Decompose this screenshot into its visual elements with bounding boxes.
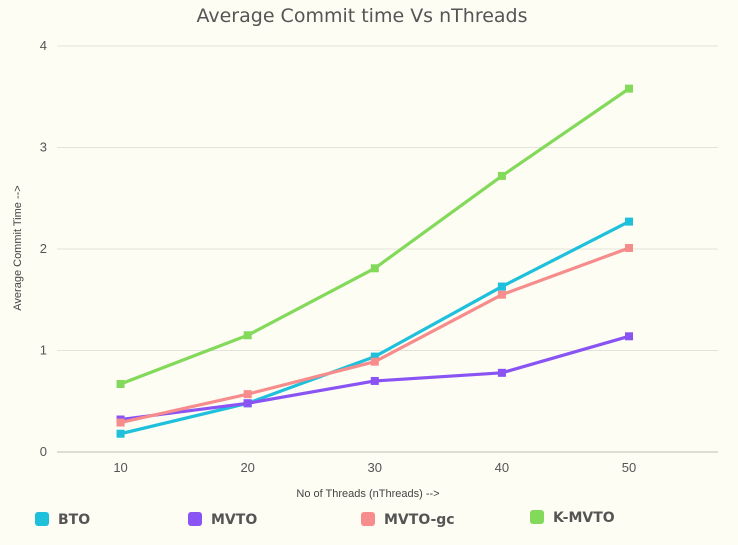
data-point: [116, 418, 125, 427]
y-tick-label: 4: [40, 38, 47, 53]
data-point: [497, 290, 506, 299]
data-point: [625, 243, 634, 252]
legend-item: BTO: [35, 512, 90, 528]
y-tick-label: 1: [40, 343, 47, 358]
series-mvto: [116, 332, 634, 424]
data-point: [625, 84, 634, 93]
series-lines: [116, 84, 634, 438]
series-mvto-gc: [116, 243, 634, 427]
chart-title: Average Commit time Vs nThreads: [196, 5, 527, 27]
data-point: [497, 171, 506, 180]
x-tick-label: 50: [622, 460, 636, 475]
legend: BTO MVTO MVTO-gc K-MVTO: [35, 510, 615, 528]
legend-swatch: [361, 512, 375, 526]
legend-label: BTO: [58, 512, 90, 528]
data-point: [116, 429, 125, 438]
legend-item: MVTO: [188, 512, 257, 528]
data-point: [243, 390, 252, 399]
data-point: [625, 332, 634, 341]
legend-item: K-MVTO: [530, 510, 615, 526]
y-tick-label: 3: [40, 140, 47, 155]
series-line: [118, 219, 631, 436]
data-point: [116, 379, 125, 388]
legend-swatch: [188, 512, 202, 526]
x-axis-label: No of Threads (nThreads) -->: [296, 488, 439, 500]
legend-swatch: [530, 510, 544, 524]
x-tick-label: 40: [495, 460, 509, 475]
legend-label: K-MVTO: [553, 510, 615, 526]
y-axis-label: Average Commit Time -->: [12, 185, 24, 310]
legend-label: MVTO-gc: [384, 512, 455, 528]
data-point: [497, 282, 506, 291]
data-point: [625, 217, 634, 226]
x-axis-ticks: 10 20 30 40 50: [113, 460, 636, 475]
series-k-mvto: [116, 84, 634, 388]
data-point: [370, 357, 379, 366]
data-point: [370, 376, 379, 385]
legend-label: MVTO: [211, 512, 257, 528]
y-tick-label: 0: [40, 444, 47, 459]
y-tick-label: 2: [40, 241, 47, 256]
data-point: [497, 368, 506, 377]
data-point: [370, 264, 379, 273]
series-line: [118, 246, 631, 425]
series-line: [118, 87, 631, 386]
y-axis-ticks: 0 1 2 3 4: [40, 38, 47, 459]
x-tick-label: 30: [368, 460, 382, 475]
data-point: [243, 331, 252, 340]
legend-swatch: [35, 512, 49, 526]
gridlines: [57, 45, 718, 453]
data-point: [243, 399, 252, 408]
data-point: [370, 352, 379, 361]
x-tick-label: 20: [240, 460, 254, 475]
x-tick-label: 10: [113, 460, 127, 475]
legend-item: MVTO-gc: [361, 512, 455, 528]
